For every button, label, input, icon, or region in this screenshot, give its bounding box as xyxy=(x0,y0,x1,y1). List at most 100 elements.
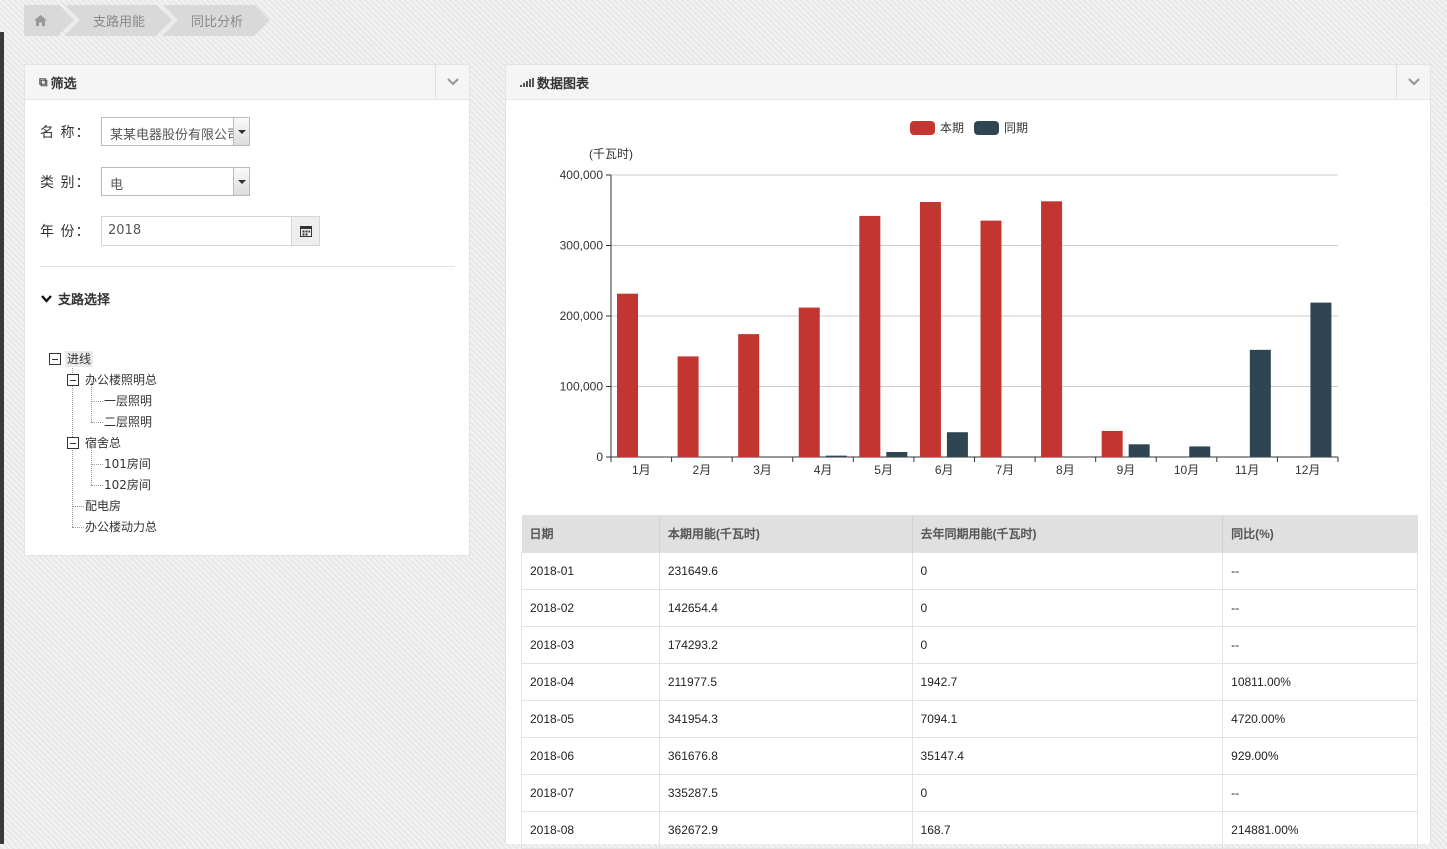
bar-current xyxy=(920,202,941,457)
tree-node-room101[interactable]: 101房间 xyxy=(104,456,151,472)
cell-current-usage: 361676.8 xyxy=(659,737,912,774)
y-tick-label: 0 xyxy=(596,450,603,464)
chart-panel-header: 数据图表 xyxy=(506,65,1430,100)
tree-node-floor1[interactable]: 一层照明 xyxy=(104,393,152,409)
chevron-down-icon xyxy=(1408,78,1420,86)
column-header-lastyear-usage[interactable]: 去年同期用能(千瓦时) xyxy=(912,515,1223,552)
chevron-down-icon xyxy=(41,295,52,303)
name-select-value: 某某电器股份有限公司 xyxy=(110,128,240,143)
x-tick-label: 1月 xyxy=(632,463,651,477)
cell-date: 2018-01 xyxy=(522,552,660,589)
cell-yoy: -- xyxy=(1223,552,1418,589)
branch-select-toggle[interactable]: 支路选择 xyxy=(41,289,110,308)
home-icon xyxy=(34,15,47,26)
tree-node-root[interactable]: 进线 xyxy=(65,351,93,367)
cell-yoy: 4720.00% xyxy=(1223,700,1418,737)
cell-current-usage: 335287.5 xyxy=(659,774,912,811)
y-tick-label: 100,000 xyxy=(560,380,604,394)
year-input-value: 2018 xyxy=(102,217,291,245)
dropdown-arrow-icon xyxy=(233,118,249,145)
cell-yoy: -- xyxy=(1223,774,1418,811)
column-header-yoy[interactable]: 同比(%) xyxy=(1223,515,1418,552)
year-row: 年 份： 2018 xyxy=(40,216,320,246)
breadcrumb-item-yoy-analysis[interactable]: 同比分析 xyxy=(163,5,255,36)
sidebar-edge xyxy=(0,32,4,844)
column-header-date[interactable]: 日期 xyxy=(522,515,660,552)
x-tick-label: 4月 xyxy=(814,463,833,477)
collapse-dorm-icon[interactable] xyxy=(67,437,79,449)
cell-current-usage: 231649.6 xyxy=(659,552,912,589)
bar-current xyxy=(738,334,759,457)
cell-yoy: 929.00% xyxy=(1223,737,1418,774)
cell-lastyear-usage: 1942.7 xyxy=(912,663,1223,700)
x-tick-label: 9月 xyxy=(1117,463,1136,477)
tree-node-power-room[interactable]: 配电房 xyxy=(85,498,121,514)
bar-lastyear xyxy=(1189,446,1210,457)
cell-date: 2018-05 xyxy=(522,700,660,737)
x-tick-label: 6月 xyxy=(935,463,954,477)
cell-lastyear-usage: 168.7 xyxy=(912,811,1223,848)
cell-current-usage: 211977.5 xyxy=(659,663,912,700)
tree-node-office-power[interactable]: 办公楼动力总 xyxy=(85,519,157,535)
bar-lastyear xyxy=(886,452,907,457)
bar-current xyxy=(859,216,880,457)
cell-date: 2018-03 xyxy=(522,626,660,663)
tree-node-room102[interactable]: 102房间 xyxy=(104,477,151,493)
bar-current xyxy=(1041,201,1062,457)
calendar-icon[interactable] xyxy=(291,217,319,245)
cell-current-usage: 174293.2 xyxy=(659,626,912,663)
bar-lastyear xyxy=(826,456,847,457)
bar-lastyear xyxy=(1310,303,1331,457)
dropdown-arrow-icon xyxy=(233,168,249,195)
bar-lastyear xyxy=(1129,444,1150,457)
collapse-office-lighting-icon[interactable] xyxy=(67,374,79,386)
column-header-current-usage[interactable]: 本期用能(千瓦时) xyxy=(659,515,912,552)
cell-yoy: -- xyxy=(1223,589,1418,626)
x-tick-label: 8月 xyxy=(1056,463,1075,477)
cell-lastyear-usage: 0 xyxy=(912,589,1223,626)
branch-tree: 进线 办公楼照明总 一层照明 二层照明 宿舍总 101房间 102房间 配电房 … xyxy=(25,345,471,545)
bar-current xyxy=(799,308,820,457)
collapse-chart-button[interactable] xyxy=(1396,65,1430,99)
collapse-filter-button[interactable] xyxy=(435,65,469,99)
tree-node-office-lighting[interactable]: 办公楼照明总 xyxy=(85,372,157,388)
x-tick-label: 3月 xyxy=(753,463,772,477)
cell-yoy: 214881.00% xyxy=(1223,811,1418,848)
category-row: 类 别： 电 xyxy=(40,167,250,196)
category-select[interactable]: 电 xyxy=(101,167,250,196)
year-input[interactable]: 2018 xyxy=(101,216,320,246)
x-tick-label: 7月 xyxy=(995,463,1014,477)
cell-date: 2018-02 xyxy=(522,589,660,626)
bar-current xyxy=(1102,431,1123,457)
bar-current xyxy=(981,221,1002,457)
cell-lastyear-usage: 35147.4 xyxy=(912,737,1223,774)
breadcrumb-home[interactable] xyxy=(24,5,59,36)
bar-current xyxy=(678,356,699,457)
breadcrumb-item-branch-energy[interactable]: 支路用能 xyxy=(65,5,157,36)
cell-lastyear-usage: 7094.1 xyxy=(912,700,1223,737)
x-tick-label: 10月 xyxy=(1174,463,1199,477)
divider xyxy=(40,266,455,267)
x-tick-label: 2月 xyxy=(693,463,712,477)
cell-yoy: -- xyxy=(1223,626,1418,663)
breadcrumb: 支路用能 同比分析 xyxy=(24,5,261,36)
x-tick-label: 12月 xyxy=(1295,463,1320,477)
cell-lastyear-usage: 0 xyxy=(912,774,1223,811)
filter-panel: ⧉ 筛选 名 称： 某某电器股份有限公司 类 别： 电 年 份： 2018 支路… xyxy=(24,64,470,556)
chevron-down-icon xyxy=(447,78,459,86)
cell-date: 2018-08 xyxy=(522,811,660,848)
cell-current-usage: 362672.9 xyxy=(659,811,912,848)
tree-node-dorm[interactable]: 宿舍总 xyxy=(85,435,121,451)
y-tick-label: 200,000 xyxy=(560,309,604,323)
cell-date: 2018-06 xyxy=(522,737,660,774)
collapse-root-icon[interactable] xyxy=(49,353,61,365)
branch-select-title: 支路选择 xyxy=(58,289,110,308)
name-select[interactable]: 某某电器股份有限公司 xyxy=(101,117,250,146)
tree-node-floor2[interactable]: 二层照明 xyxy=(104,414,152,430)
